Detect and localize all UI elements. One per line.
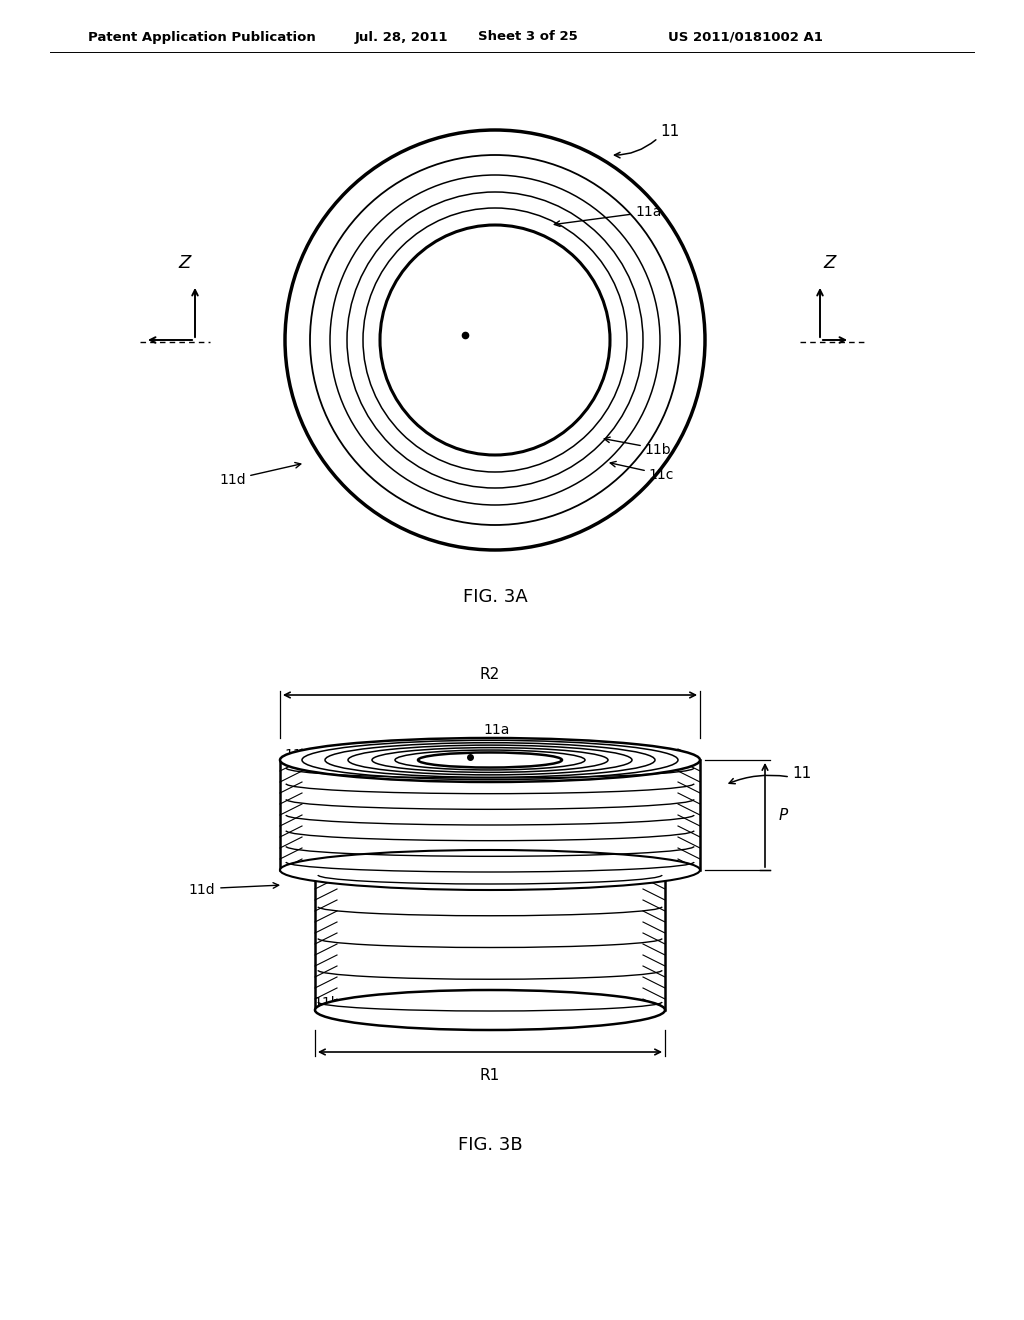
Text: 11b: 11b xyxy=(600,997,627,1010)
Ellipse shape xyxy=(380,224,610,455)
Text: 11a: 11a xyxy=(635,205,662,219)
Ellipse shape xyxy=(315,990,665,1030)
Ellipse shape xyxy=(280,738,700,781)
Text: 11: 11 xyxy=(792,766,811,780)
Text: FIG. 3A: FIG. 3A xyxy=(463,587,527,606)
Ellipse shape xyxy=(418,752,562,767)
Text: 11c: 11c xyxy=(648,469,674,482)
Text: P: P xyxy=(779,808,788,822)
Text: 11: 11 xyxy=(660,124,679,140)
Text: 11d: 11d xyxy=(188,883,215,898)
Text: 11c: 11c xyxy=(285,748,310,762)
Text: FIG. 3B: FIG. 3B xyxy=(458,1137,522,1154)
Text: Patent Application Publication: Patent Application Publication xyxy=(88,30,315,44)
Ellipse shape xyxy=(285,129,705,550)
Text: 11b: 11b xyxy=(313,997,340,1010)
Ellipse shape xyxy=(280,850,700,890)
Text: 11b: 11b xyxy=(644,444,671,457)
Text: US 2011/0181002 A1: US 2011/0181002 A1 xyxy=(668,30,823,44)
Text: R1: R1 xyxy=(480,1068,500,1082)
Text: 11c: 11c xyxy=(648,748,674,762)
Text: Z: Z xyxy=(824,253,837,272)
Text: R2: R2 xyxy=(480,667,500,682)
Text: Jul. 28, 2011: Jul. 28, 2011 xyxy=(355,30,449,44)
Text: Z: Z xyxy=(179,253,191,272)
Text: 11a: 11a xyxy=(483,723,510,737)
Text: Sheet 3 of 25: Sheet 3 of 25 xyxy=(478,30,578,44)
Text: 11d: 11d xyxy=(219,473,246,487)
